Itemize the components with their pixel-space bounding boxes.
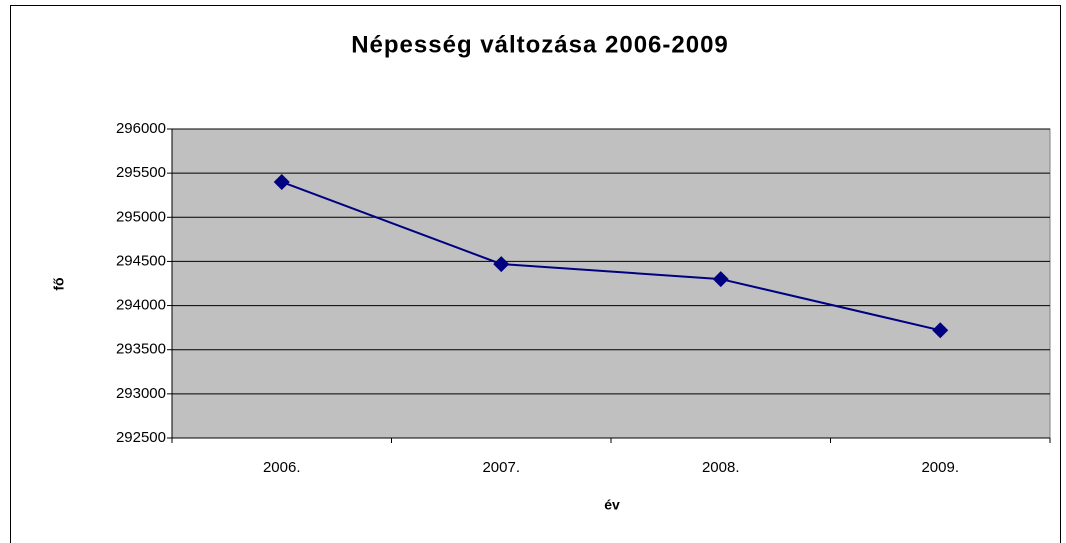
chart-title: Népesség változása 2006-2009 <box>351 31 729 58</box>
x-tick-label: 2008. <box>702 459 740 476</box>
marker <box>712 271 729 288</box>
marker <box>273 173 290 190</box>
y-tick-label: 295500 <box>116 164 166 181</box>
x-axis-label: év <box>604 497 620 513</box>
y-tick-label: 292500 <box>116 429 166 446</box>
x-tick-label: 2006. <box>263 459 301 476</box>
line <box>281 181 941 332</box>
x-tick-label: 2009. <box>921 459 959 476</box>
marker <box>932 322 949 339</box>
y-tick-label: 293000 <box>116 385 166 402</box>
marker <box>493 256 510 273</box>
plot-area <box>171 128 1051 439</box>
y-tick-label: 296000 <box>116 120 166 137</box>
y-tick-label: 295000 <box>116 208 166 225</box>
y-tick-label: 293500 <box>116 341 166 358</box>
y-tick-label: 294500 <box>116 252 166 269</box>
x-tick-label: 2007. <box>482 459 520 476</box>
y-axis-label: fő <box>51 277 67 290</box>
y-tick-label: 294000 <box>116 297 166 314</box>
